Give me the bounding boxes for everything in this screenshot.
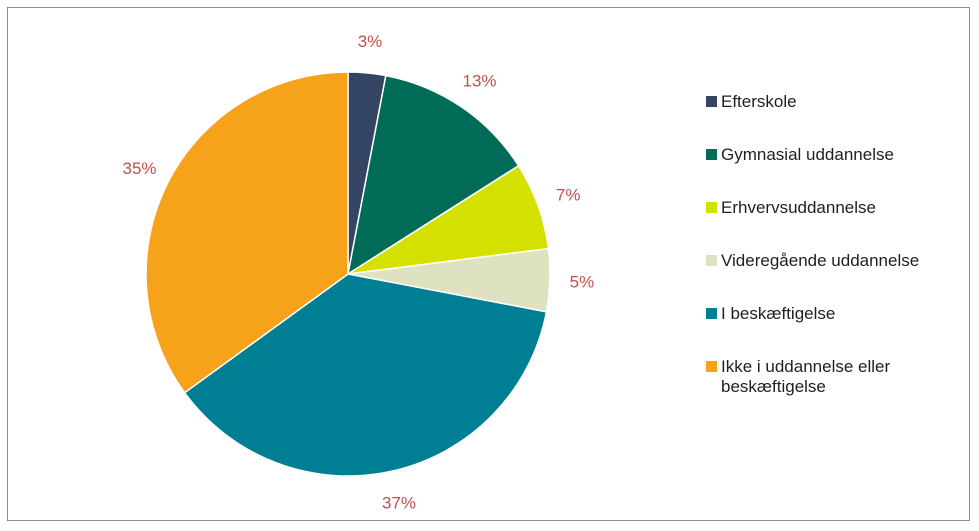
pie-slice-ikke-i-uddannelse-eller-beskæftigelse <box>145 71 349 394</box>
legend-label: Ikke i uddannelse eller beskæftigelse <box>721 357 891 396</box>
pie-percent-label: 3% <box>358 32 383 51</box>
pie-percent-label: 37% <box>382 493 416 512</box>
legend-swatch <box>706 202 717 213</box>
legend-label: Efterskole <box>721 92 797 111</box>
legend-item: Ikke i uddannelse eller beskæftigelse <box>706 357 971 397</box>
legend-label: Erhvervsuddannelse <box>721 198 876 217</box>
pie-percent-label: 5% <box>570 272 595 291</box>
legend-swatch <box>706 149 717 160</box>
legend-item: Videregående uddannelse <box>706 251 971 271</box>
pie-percent-labels: 3% 13% 7% 5% 37% 35% <box>122 32 594 512</box>
legend-item: Gymnasial uddannelse <box>706 145 971 165</box>
legend-label: I beskæftigelse <box>721 304 836 323</box>
legend-item: I beskæftigelse <box>706 304 971 324</box>
pie-slice-i-beskæftigelse <box>183 273 548 477</box>
pie-slices <box>145 71 551 477</box>
pie-percent-label: 13% <box>462 72 496 91</box>
pie-percent-label: 35% <box>122 159 156 178</box>
legend-item: Erhvervsuddannelse <box>706 198 971 218</box>
legend-swatch <box>706 96 717 107</box>
legend-label: Videregående uddannelse <box>721 251 920 270</box>
legend-swatch <box>706 255 717 266</box>
pie-slice-gymnasial-uddannelse <box>346 74 520 276</box>
legend-item: Efterskole <box>706 92 971 112</box>
legend-swatch <box>706 361 717 372</box>
legend-label: Gymnasial uddannelse <box>721 145 894 164</box>
legend-swatch <box>706 308 717 319</box>
pie-percent-label: 7% <box>556 186 581 205</box>
